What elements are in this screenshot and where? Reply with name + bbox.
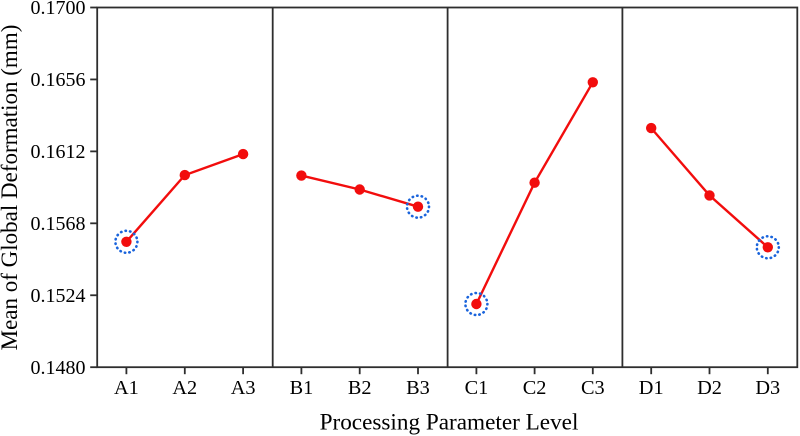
svg-text:A2: A2 [172,377,197,399]
svg-text:D3: D3 [755,377,780,399]
svg-text:0.1524: 0.1524 [31,285,86,307]
svg-text:C2: C2 [523,377,547,399]
svg-text:0.1700: 0.1700 [31,0,86,19]
svg-text:B1: B1 [290,377,314,399]
svg-text:0.1568: 0.1568 [31,213,86,235]
svg-text:A1: A1 [114,377,139,399]
svg-text:C3: C3 [581,377,605,399]
svg-text:0.1480: 0.1480 [31,357,86,379]
svg-text:D1: D1 [639,377,664,399]
svg-text:B2: B2 [348,377,372,399]
svg-text:0.1656: 0.1656 [31,69,86,91]
svg-text:Mean of Global Deformation (mm: Mean of Global Deformation (mm) [0,25,22,351]
svg-text:C1: C1 [465,377,489,399]
svg-text:Processing Parameter Level: Processing Parameter Level [320,410,579,436]
svg-text:A3: A3 [231,377,256,399]
svg-text:D2: D2 [697,377,722,399]
svg-text:B3: B3 [406,377,430,399]
svg-text:0.1612: 0.1612 [31,141,86,163]
